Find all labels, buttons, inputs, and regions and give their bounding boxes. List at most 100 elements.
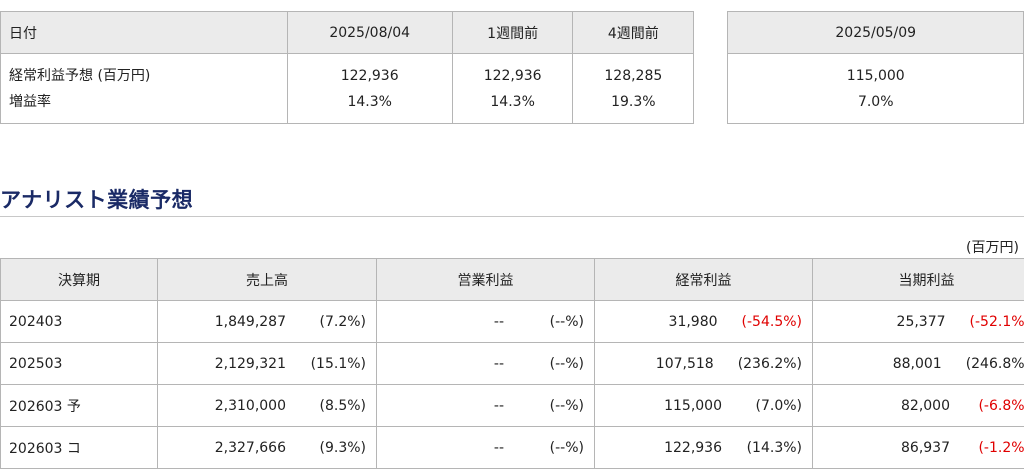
section-divider	[0, 216, 1024, 217]
net-profit-change-pct: (-6.8%)	[978, 397, 1024, 414]
net-profit-value: 86,937	[901, 439, 950, 456]
ordinary-profit-cell: 31,980 (-54.5%)	[594, 300, 813, 343]
growth-rate-value: 14.3%	[490, 93, 535, 110]
net-profit-change-pct: (-52.1%)	[969, 313, 1024, 330]
sales-value: 2,310,000	[214, 397, 286, 414]
sales-cell: 2,310,000 (8.5%)	[157, 384, 377, 427]
sales-cell-content: 2,327,666 (9.3%)	[158, 440, 376, 456]
growth-rate-value: 14.3%	[347, 93, 392, 110]
net-profit-change-pct: (-1.2%)	[978, 439, 1024, 456]
analyst-forecast-table: 決算期 売上高 営業利益 経常利益 当期利益 202403 1,849,287 (7…	[0, 258, 1024, 469]
period-cell: 202403	[0, 300, 158, 343]
sales-cell: 2,327,666 (9.3%)	[157, 426, 377, 469]
ordinary-profit-change-pct: (-54.5%)	[741, 313, 802, 330]
date-previous-forecast: 2025/05/09	[727, 11, 1024, 54]
operating-profit-cell-content: -- (--%)	[377, 356, 594, 372]
operating-profit-value: --	[493, 313, 504, 330]
ordinary-profit-change-pct: (7.0%)	[755, 397, 803, 414]
ordinary-profit-cell-content: 31,980 (-54.5%)	[595, 314, 812, 330]
table-row: 202503 2,129,321 (15.1%) -- (--%) 107,518 (236…	[0, 342, 1024, 385]
profit-value: 122,936	[340, 67, 399, 84]
summary-cell-4-weeks-ago: 128,285 19.3%	[572, 53, 695, 124]
sales-cell-content: 2,310,000 (8.5%)	[158, 398, 376, 414]
sales-cell: 2,129,321 (15.1%)	[157, 342, 377, 385]
column-header-sales: 売上高	[157, 258, 377, 301]
summary-cell-1-week-ago: 122,936 14.3%	[451, 53, 574, 124]
net-profit-cell: 82,000 (-6.8%)	[812, 384, 1024, 427]
profit-value: 122,936	[483, 67, 542, 84]
operating-profit-change-pct: (--%)	[549, 313, 584, 330]
operating-profit-cell: -- (--%)	[376, 426, 595, 469]
profit-value: 128,285	[604, 67, 663, 84]
net-profit-cell-content: 88,001 (246.8%)	[813, 356, 1024, 372]
sales-value: 2,129,321	[214, 355, 286, 372]
operating-profit-change-pct: (--%)	[549, 439, 584, 456]
sales-change-pct: (7.2%)	[319, 313, 367, 330]
ordinary-profit-value: 115,000	[664, 397, 722, 414]
date-current: 2025/08/04	[286, 11, 453, 54]
summary-values-row: 経常利益予想 (百万円) 増益率 122,936 14.3% 122,936 1…	[0, 53, 1024, 124]
sales-change-pct: (9.3%)	[319, 439, 367, 456]
net-profit-cell: 88,001 (246.8%)	[812, 342, 1024, 385]
analyst-header-row: 決算期 売上高 営業利益 経常利益 当期利益	[0, 258, 1024, 301]
date-4-weeks-ago: 4週間前	[572, 11, 695, 54]
ordinary-profit-cell-content: 115,000 (7.0%)	[595, 398, 812, 414]
operating-profit-value: --	[493, 397, 504, 414]
table-row: 202603 予 2,310,000 (8.5%) -- (--%) 115,000 (7.…	[0, 384, 1024, 427]
sales-cell-content: 1,849,287 (7.2%)	[158, 314, 376, 330]
net-profit-cell-content: 82,000 (-6.8%)	[813, 398, 1024, 414]
ordinary-profit-cell: 115,000 (7.0%)	[594, 384, 813, 427]
period-cell: 202603 コ	[0, 426, 158, 469]
table-row: 202603 コ 2,327,666 (9.3%) -- (--%) 122,936 (14…	[0, 426, 1024, 469]
column-header-ordinary-profit: 経常利益	[594, 258, 813, 301]
sales-change-pct: (8.5%)	[319, 397, 367, 414]
ordinary-profit-cell: 107,518 (236.2%)	[594, 342, 813, 385]
ordinary-profit-change-pct: (14.3%)	[746, 439, 802, 456]
summary-cell-current: 122,936 14.3%	[286, 53, 453, 124]
sales-change-pct: (15.1%)	[310, 355, 366, 372]
net-profit-change-pct: (246.8%)	[965, 355, 1024, 372]
sales-value: 2,327,666	[214, 439, 286, 456]
net-profit-cell-content: 25,377 (-52.1%)	[813, 314, 1024, 330]
net-profit-value: 88,001	[892, 355, 942, 372]
unit-note: (百万円)	[966, 240, 1019, 256]
ordinary-profit-change-pct: (236.2%)	[737, 355, 802, 372]
operating-profit-cell: -- (--%)	[376, 384, 595, 427]
operating-profit-value: --	[493, 355, 504, 372]
summary-row-labels: 経常利益予想 (百万円) 増益率	[0, 53, 288, 124]
operating-profit-cell-content: -- (--%)	[377, 314, 594, 330]
operating-profit-cell-content: -- (--%)	[377, 440, 594, 456]
net-profit-value: 82,000	[901, 397, 950, 414]
net-profit-value: 25,377	[896, 313, 946, 330]
ordinary-profit-value: 122,936	[664, 439, 722, 456]
date-label: 日付	[0, 11, 288, 54]
growth-rate-value: 19.3%	[611, 93, 656, 110]
period-cell: 202603 予	[0, 384, 158, 427]
ordinary-profit-value: 107,518	[655, 355, 714, 372]
operating-profit-change-pct: (--%)	[549, 355, 584, 372]
operating-profit-cell: -- (--%)	[376, 300, 595, 343]
summary-cell-previous-forecast: 115,000 7.0%	[727, 53, 1024, 124]
date-1-week-ago: 1週間前	[451, 11, 574, 54]
column-gap	[693, 53, 728, 124]
column-gap	[693, 11, 728, 54]
column-header-net-profit: 当期利益	[812, 258, 1024, 301]
ordinary-profit-cell: 122,936 (14.3%)	[594, 426, 813, 469]
period-cell: 202503	[0, 342, 158, 385]
column-header-operating-profit: 営業利益	[376, 258, 595, 301]
operating-profit-change-pct: (--%)	[549, 397, 584, 414]
table-row: 202403 1,849,287 (7.2%) -- (--%) 31,980 (-54.5…	[0, 300, 1024, 343]
operating-profit-cell: -- (--%)	[376, 342, 595, 385]
net-profit-cell: 25,377 (-52.1%)	[812, 300, 1024, 343]
ordinary-profit-cell-content: 107,518 (236.2%)	[595, 356, 812, 372]
earnings-forecast-summary-table: 日付 2025/08/04 1週間前 4週間前 2025/05/09 経常利益予…	[0, 11, 1024, 124]
ordinary-profit-cell-content: 122,936 (14.3%)	[595, 440, 812, 456]
summary-header-row: 日付 2025/08/04 1週間前 4週間前 2025/05/09	[0, 11, 1024, 54]
net-profit-cell-content: 86,937 (-1.2%)	[813, 440, 1024, 456]
ordinary-profit-forecast-label: 経常利益予想 (百万円)	[9, 67, 151, 84]
ordinary-profit-value: 31,980	[668, 313, 718, 330]
column-header-period: 決算期	[0, 258, 158, 301]
growth-rate-label: 増益率	[9, 93, 51, 110]
operating-profit-value: --	[493, 439, 504, 456]
sales-cell: 1,849,287 (7.2%)	[157, 300, 377, 343]
